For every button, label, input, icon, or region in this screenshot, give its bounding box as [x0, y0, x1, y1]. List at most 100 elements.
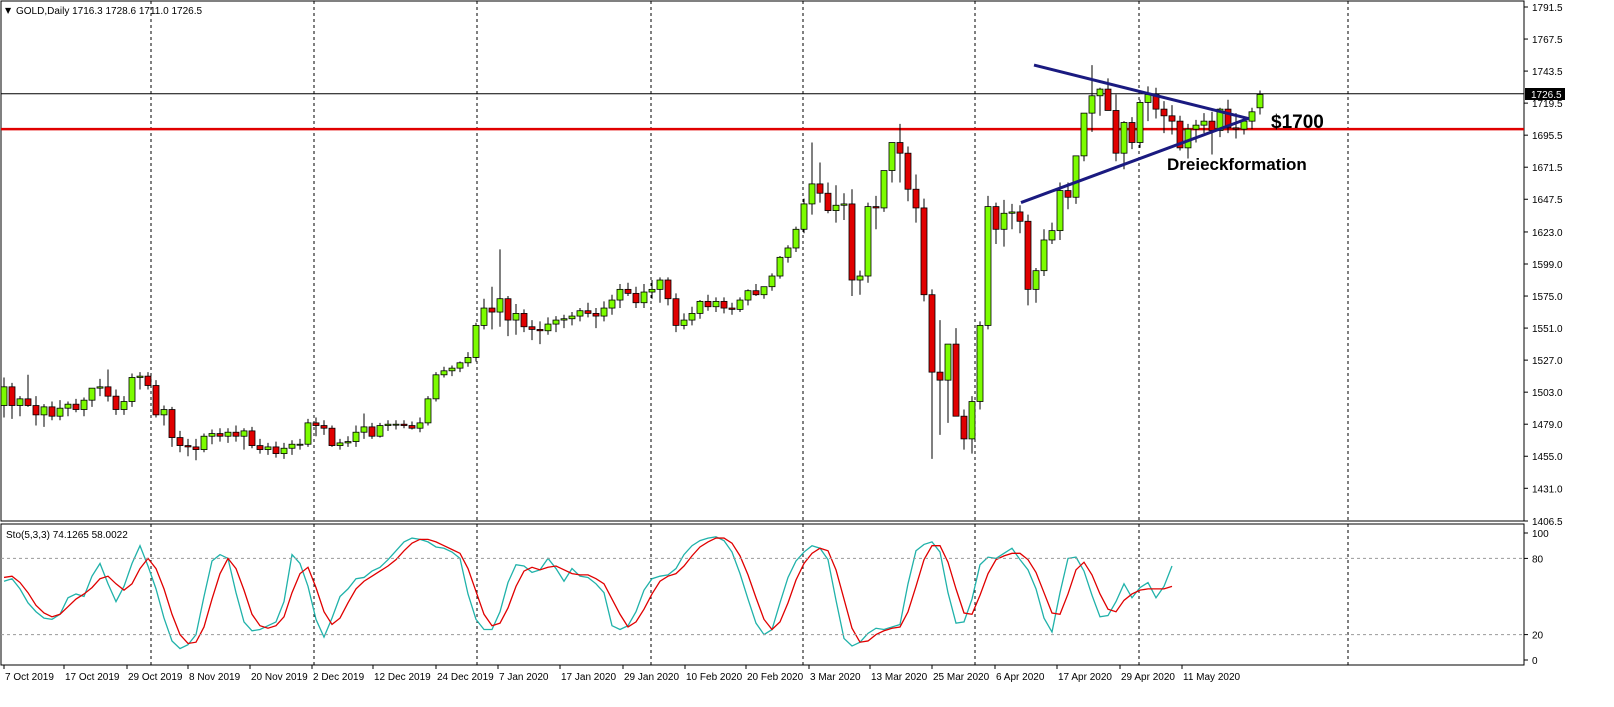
bull-candle-body: [352, 431, 360, 442]
candle: [1128, 117, 1136, 150]
bull-candle-body: [120, 401, 128, 410]
candle: [552, 316, 560, 333]
time-tick-label: 12 Dec 2019: [374, 672, 431, 683]
candle: [1136, 99, 1144, 148]
candle: [328, 425, 336, 447]
candle: [824, 182, 832, 214]
candle: [48, 401, 56, 421]
bull-candle-body: [296, 443, 304, 446]
bull-candle-body: [712, 300, 720, 308]
candle: [896, 123, 904, 183]
bull-candle-body: [1192, 124, 1200, 130]
candle: [56, 400, 64, 421]
bull-candle-body: [96, 386, 104, 389]
bear-candle-body: [48, 406, 56, 417]
bear-candle-body: [192, 446, 200, 450]
bear-candle-body: [896, 142, 904, 154]
bear-candle-body: [32, 405, 40, 416]
candle: [280, 442, 288, 459]
bear-candle-body: [488, 307, 496, 313]
bull-candle-body: [480, 307, 488, 326]
bear-candle-body: [632, 292, 640, 304]
bull-candle-body: [376, 425, 384, 437]
candle: [1016, 205, 1024, 234]
candle: [1168, 105, 1176, 135]
candle: [768, 273, 776, 291]
price-tick-label: 1527.0: [1532, 356, 1563, 367]
candle: [160, 405, 168, 426]
bull-candle-body: [600, 307, 608, 317]
candle: [80, 397, 88, 417]
horizontal-lines: [1, 93, 1524, 131]
candle: [400, 420, 408, 429]
support-price-label: $1700: [1271, 112, 1324, 133]
bear-candle-body: [1128, 122, 1136, 143]
candle: [584, 302, 592, 318]
candle: [656, 277, 664, 303]
price-tick-label: 1551.0: [1532, 324, 1563, 335]
candle: [480, 298, 488, 330]
bear-candle-body: [904, 152, 912, 190]
candle: [40, 404, 48, 427]
bull-candle-body: [56, 407, 64, 417]
price-tick-label: 1406.5: [1532, 517, 1563, 528]
price-tick-label: 1791.5: [1532, 3, 1563, 14]
candle: [472, 322, 480, 362]
candle: [648, 280, 656, 299]
bear-candle-body: [960, 415, 968, 440]
time-tick-label: 6 Apr 2020: [996, 672, 1045, 683]
bear-candle-body: [144, 375, 152, 386]
bull-candle-body: [576, 310, 584, 317]
bear-candle-body: [152, 385, 160, 416]
candle: [224, 428, 232, 443]
bear-candle-body: [1232, 127, 1240, 130]
bull-candle-body: [784, 247, 792, 258]
bear-candle-body: [704, 300, 712, 308]
candle: [1072, 155, 1080, 204]
collapse-arrow-icon[interactable]: ▼: [5, 6, 12, 15]
candle: [24, 374, 32, 407]
candle: [512, 304, 520, 335]
bear-candle-body: [936, 371, 944, 381]
candle: [616, 284, 624, 309]
candle: [456, 361, 464, 373]
candle: [360, 413, 368, 439]
bull-candle-body: [1088, 95, 1096, 114]
stochastic-lines: [3, 536, 1173, 650]
stochastic-main-line: [3, 536, 1173, 650]
candle: [696, 300, 704, 319]
bull-candle-body: [648, 288, 656, 293]
symbol-header: GOLD,Daily 1716.3 1728.6 1711.0 1726.5: [16, 6, 202, 17]
candle: [296, 438, 304, 450]
price-tick-label: 1431.0: [1532, 484, 1563, 495]
candle: [376, 422, 384, 438]
bull-candle-body: [856, 275, 864, 281]
bear-candle-body: [848, 203, 856, 281]
candle: [800, 198, 808, 234]
candle: [744, 289, 752, 306]
bull-candle-body: [1136, 102, 1144, 143]
bull-candle-body: [360, 426, 368, 433]
bear-candle-body: [624, 288, 632, 294]
candle: [560, 314, 568, 329]
bull-candle-body: [616, 288, 624, 301]
candle: [928, 289, 936, 459]
bull-candle-body: [744, 290, 752, 301]
bull-candle-body: [984, 206, 992, 326]
candle: [728, 302, 736, 315]
stochastic-panel: [0, 523, 1525, 666]
time-tick-label: 7 Oct 2019: [5, 672, 54, 683]
candle: [992, 202, 1000, 244]
candle: [32, 396, 40, 426]
bear-candle-body: [664, 279, 672, 300]
bear-candle-body: [672, 298, 680, 326]
candle: [640, 284, 648, 309]
bear-candle-body: [1160, 108, 1168, 117]
bear-candle-body: [104, 386, 112, 397]
stoch-tick-label: 20: [1532, 631, 1544, 642]
stochastic-signal-line: [3, 537, 1173, 645]
candle: [72, 398, 80, 413]
bull-candle-body: [760, 286, 768, 296]
time-tick-label: 25 Mar 2020: [933, 672, 990, 683]
triangle-outline: [1020, 63, 1250, 204]
